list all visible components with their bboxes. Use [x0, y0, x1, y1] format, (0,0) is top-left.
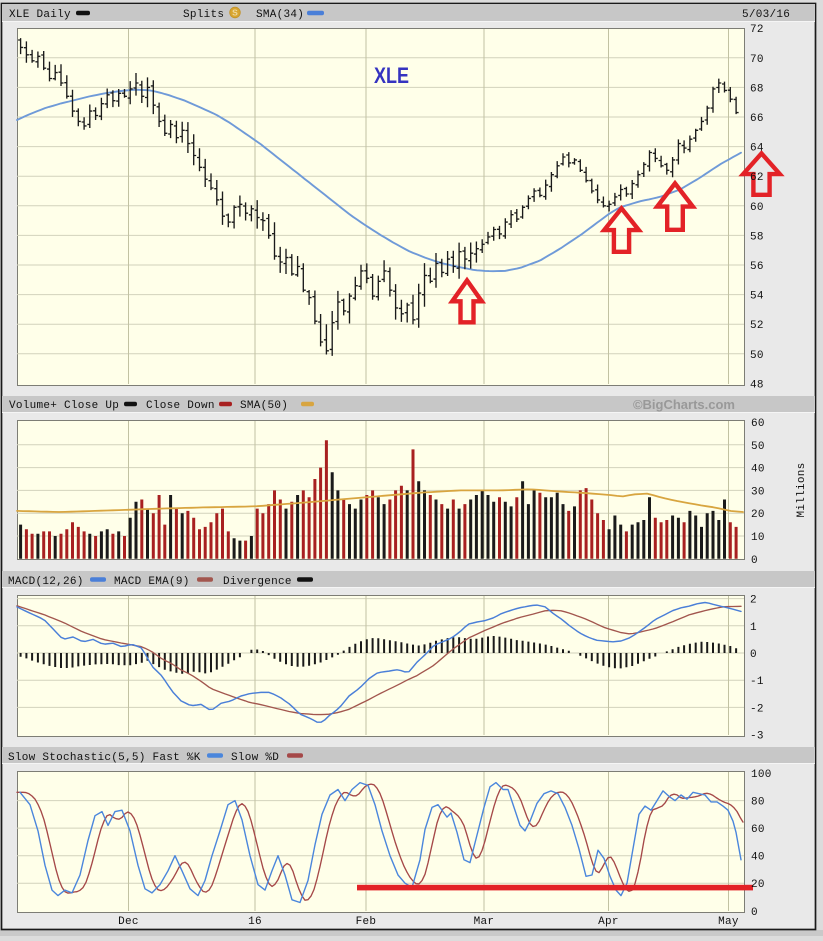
svg-text:48: 48: [750, 379, 764, 391]
svg-text:©BigCharts.com: ©BigCharts.com: [633, 397, 735, 412]
svg-text:50: 50: [750, 350, 764, 362]
svg-text:10: 10: [751, 532, 765, 544]
svg-text:2: 2: [750, 595, 757, 607]
svg-text:MACD(12,26): MACD(12,26): [8, 576, 84, 588]
svg-text:Splits: Splits: [183, 9, 224, 21]
svg-text:40: 40: [751, 464, 765, 476]
svg-text:52: 52: [750, 320, 764, 332]
svg-text:60: 60: [751, 824, 765, 836]
svg-text:Volume+ Close Up: Volume+ Close Up: [9, 400, 119, 412]
svg-text:58: 58: [750, 231, 764, 243]
svg-text:68: 68: [750, 83, 764, 95]
svg-text:30: 30: [751, 486, 765, 498]
svg-text:20: 20: [751, 879, 765, 891]
svg-text:16: 16: [248, 916, 262, 928]
svg-text:SMA(50): SMA(50): [240, 400, 288, 412]
svg-text:60: 60: [751, 418, 765, 430]
svg-text:20: 20: [751, 509, 765, 521]
svg-text:54: 54: [750, 291, 764, 303]
svg-text:60: 60: [750, 202, 764, 214]
svg-text:1: 1: [750, 622, 757, 634]
svg-text:Dec: Dec: [118, 916, 139, 928]
svg-text:-2: -2: [750, 703, 764, 715]
svg-text:80: 80: [751, 797, 765, 809]
svg-text:-1: -1: [750, 676, 764, 688]
svg-text:May: May: [718, 916, 739, 928]
svg-text:Mar: Mar: [474, 916, 495, 928]
svg-text:70: 70: [750, 54, 764, 66]
svg-text:40: 40: [751, 852, 765, 864]
svg-text:0: 0: [750, 649, 757, 661]
svg-text:S: S: [232, 8, 238, 18]
svg-text:SMA(34): SMA(34): [256, 9, 304, 21]
svg-text:Divergence: Divergence: [223, 576, 292, 588]
svg-text:64: 64: [750, 143, 764, 155]
svg-text:XLE Daily: XLE Daily: [9, 9, 71, 21]
svg-text:XLE: XLE: [374, 63, 409, 88]
svg-text:Slow %D: Slow %D: [231, 752, 279, 764]
svg-text:66: 66: [750, 113, 764, 125]
svg-text:56: 56: [750, 261, 764, 273]
svg-text:Millions: Millions: [796, 462, 808, 517]
svg-text:0: 0: [751, 907, 758, 919]
svg-text:72: 72: [750, 24, 764, 36]
svg-text:5/03/16: 5/03/16: [742, 9, 790, 21]
svg-text:50: 50: [751, 441, 765, 453]
svg-text:Slow Stochastic(5,5) Fast %K: Slow Stochastic(5,5) Fast %K: [8, 752, 201, 764]
svg-text:-3: -3: [750, 731, 764, 743]
svg-text:62: 62: [750, 172, 764, 184]
svg-text:Close Down: Close Down: [146, 400, 215, 412]
svg-text:0: 0: [751, 555, 758, 567]
svg-text:Feb: Feb: [356, 916, 377, 928]
svg-text:MACD EMA(9): MACD EMA(9): [114, 576, 190, 588]
svg-text:100: 100: [751, 769, 772, 781]
svg-text:Apr: Apr: [598, 916, 619, 928]
